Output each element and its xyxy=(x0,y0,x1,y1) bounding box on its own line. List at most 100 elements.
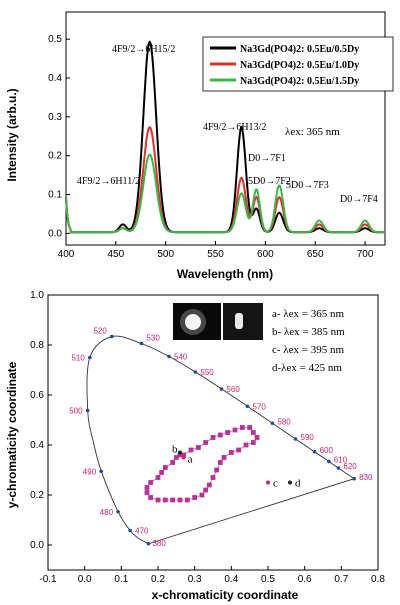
wavelength-label: 590 xyxy=(301,433,315,442)
locus-marker xyxy=(146,541,151,546)
x-tick-label: 0.6 xyxy=(298,574,312,585)
locus-marker xyxy=(219,387,224,391)
legend-excitation-c: c- λex = 395 nm xyxy=(272,344,344,356)
y-tick-label: 0.6 xyxy=(30,390,44,401)
excitation-point-label-b: b xyxy=(172,444,178,456)
trajectory-point xyxy=(214,467,220,473)
trajectory-point xyxy=(250,440,256,445)
trajectory-point xyxy=(173,455,179,460)
chart2-y-axis-title: y-chromaticity coordinate xyxy=(5,361,19,508)
trajectory-point xyxy=(228,450,234,455)
chart2-x-axis-title: x-chromaticity coordinate xyxy=(152,588,299,602)
annotation-peak-457: 4F9/2→6H11/2 xyxy=(77,176,140,187)
trajectory-point xyxy=(203,487,209,493)
x-tick-label: 450 xyxy=(108,249,125,260)
wavelength-label: 540 xyxy=(174,353,188,362)
excitation-point-c xyxy=(266,480,270,485)
trajectory-point xyxy=(181,452,187,458)
x-tick-label: 0.2 xyxy=(151,574,165,585)
trajectory-point xyxy=(210,475,216,480)
wavelength-label: 500 xyxy=(69,407,83,416)
trajectory-point xyxy=(148,495,154,500)
wavelength-label: 610 xyxy=(334,456,348,465)
x-tick-label: 0.5 xyxy=(261,574,275,585)
wavelength-label: 470 xyxy=(135,527,149,536)
trajectory-point xyxy=(195,445,201,450)
wavelength-label: 530 xyxy=(147,334,161,343)
trajectory-point xyxy=(221,455,227,460)
chart1-series xyxy=(65,40,385,234)
y-tick-label: 0.0 xyxy=(30,540,44,551)
emission-spectrum-chart: 400 450 500 550 600 650 7000.00.10.20.30.40.5 … xyxy=(5,11,394,281)
wavelength-label: 510 xyxy=(71,354,85,363)
y-tick-label: 0.4 xyxy=(48,73,62,84)
trajectory-point xyxy=(217,460,223,465)
chart2-frame xyxy=(47,294,379,571)
x-tick-label: 700 xyxy=(357,249,374,260)
y-tick-label: 0.3 xyxy=(48,112,62,123)
x-tick-label: 600 xyxy=(257,249,274,260)
trajectory-point xyxy=(232,427,238,433)
locus-marker xyxy=(99,469,103,474)
y-tick-label: 1.0 xyxy=(30,290,44,301)
excitation-point-label-d: d xyxy=(295,478,301,490)
trajectory-point xyxy=(243,442,249,448)
wavelength-label: 570 xyxy=(252,402,266,411)
excitation-point-a xyxy=(181,455,186,460)
trajectory-point xyxy=(177,452,183,458)
trajectory-line xyxy=(146,427,258,501)
wavelength-label: 600 xyxy=(320,446,334,455)
legend-excitation-a: a- λex = 365 nm xyxy=(272,308,344,320)
trajectory-point xyxy=(170,460,176,465)
trajectory-point xyxy=(155,497,161,503)
trajectory-point xyxy=(148,480,154,485)
x-tick-label: 500 xyxy=(157,249,174,260)
wavelength-label: 620 xyxy=(343,462,357,471)
locus-marker xyxy=(293,437,298,441)
excitation-label: λex: 365 nm xyxy=(285,126,340,138)
chart1-legend: Na3Gd(PO4)2: 0.5Eu/0.5Dy Na3Gd(PO4)2: 0.… xyxy=(202,36,394,92)
locus-marker xyxy=(110,334,114,339)
locus-marker xyxy=(193,370,198,374)
trajectory-point xyxy=(199,492,205,498)
legend-label-1: Na3Gd(PO4)2: 0.5Eu/1.0Dy xyxy=(240,60,359,71)
y-tick-label: 0.4 xyxy=(30,440,44,451)
trajectory-point xyxy=(192,495,198,500)
trajectory-point xyxy=(155,475,161,480)
wavelength-label: 380 xyxy=(152,539,166,548)
y-tick-label: 0.2 xyxy=(30,490,44,501)
excitation-point-d xyxy=(288,480,292,485)
locus-marker xyxy=(128,528,132,533)
excitation-point-label-a: a xyxy=(188,454,193,466)
cie-chromaticity-chart: -0.1 0.0 0.1 0.2 0.3 0.4 0.5 0.6 0.7 0.8 0.0 0.2 0.4… xyxy=(5,290,385,602)
annotation-peak-614: 5D0→7F2 xyxy=(248,176,291,187)
x-tick-label: 0.0 xyxy=(78,574,92,585)
wavelength-label: 580 xyxy=(277,417,291,426)
legend-label-0: Na3Gd(PO4)2: 0.5Eu/0.5Dy xyxy=(240,44,359,55)
y-tick-label: 0.2 xyxy=(48,151,62,162)
chart2-axes: -0.1 0.0 0.1 0.2 0.3 0.4 0.5 0.6 0.7 0.8 0.0 0.2 0.4… xyxy=(30,290,385,585)
locus-marker xyxy=(88,355,92,360)
trajectory-point xyxy=(170,497,176,503)
trajectory-point xyxy=(188,447,194,453)
trajectory-point xyxy=(162,465,168,470)
locus-marker xyxy=(245,404,250,409)
trajectory-point xyxy=(177,497,183,503)
annotation-peak-591: D0→7F1 xyxy=(248,153,286,164)
excitation-point-label-c: c xyxy=(273,478,278,490)
trajectory-point xyxy=(210,435,216,440)
excitation-point-b xyxy=(178,450,182,455)
inset-photos xyxy=(173,303,263,340)
wavelength-label: 560 xyxy=(226,385,240,394)
wavelength-label: 520 xyxy=(93,327,107,336)
chart1-frame xyxy=(65,11,386,246)
wavelength-label: 480 xyxy=(100,508,114,517)
locus-marker xyxy=(167,354,171,359)
y-tick-label: 0.0 xyxy=(48,228,62,239)
annotation-peak-484: 4F9/2→6H15/2 xyxy=(112,44,175,55)
trajectory-point xyxy=(247,425,253,430)
annotation-peak-700: D0→7F4 xyxy=(340,194,378,205)
y-tick-label: 0.8 xyxy=(30,340,44,351)
annotation-peak-654: 5D0→7F3 xyxy=(286,180,329,191)
